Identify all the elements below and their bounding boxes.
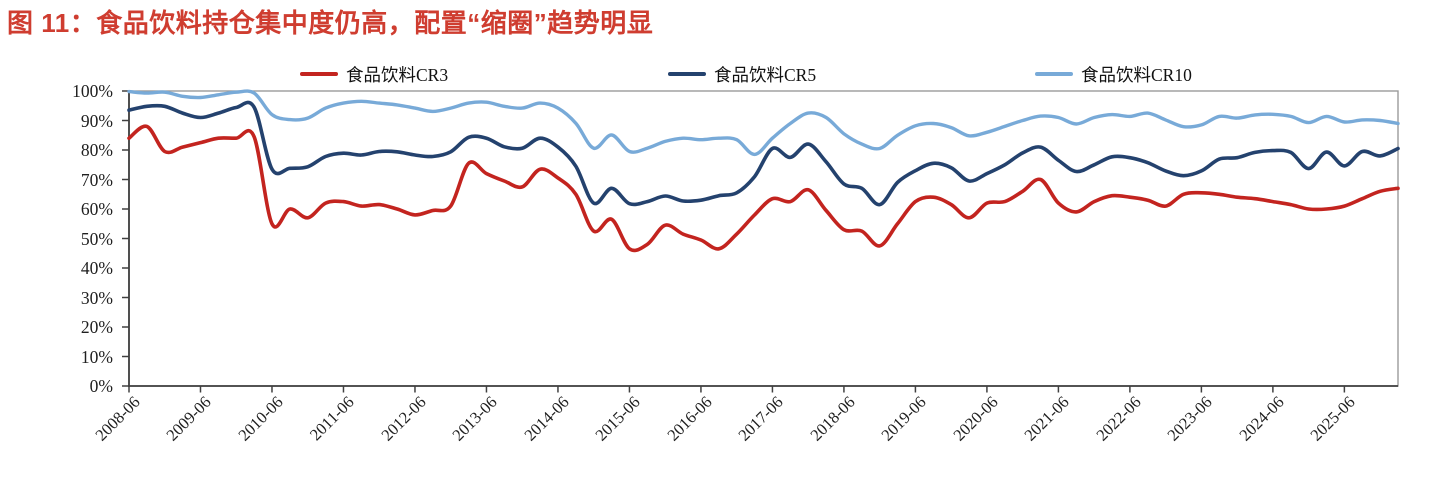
- legend: 食品饮料CR3 食品饮料CR5 食品饮料CR10: [0, 62, 1440, 86]
- y-axis-label: 100%: [72, 81, 113, 101]
- y-axis-label: 70%: [80, 169, 113, 190]
- legend-label-cr5: 食品饮料CR5: [714, 64, 817, 85]
- legend-marker-cr10: [1035, 71, 1073, 77]
- legend-item-cr3: 食品饮料CR3: [300, 62, 448, 86]
- y-axis-label: 60%: [80, 199, 113, 219]
- legend-label-cr10: 食品饮料CR10: [1081, 64, 1192, 85]
- y-axis-label: 30%: [80, 287, 113, 308]
- legend-marker-cr5: [668, 71, 706, 77]
- y-axis-label: 80%: [80, 140, 113, 160]
- legend-label-cr3: 食品饮料CR3: [346, 64, 449, 85]
- series-line-cr3: [127, 124, 1400, 253]
- y-axis-label: 50%: [80, 228, 113, 249]
- y-axis-label: 10%: [80, 346, 113, 367]
- series-line-cr10: [127, 89, 1400, 157]
- legend-item-cr5: 食品饮料CR5: [668, 62, 816, 86]
- y-axis-label: 40%: [80, 258, 113, 278]
- y-axis-label: 0%: [89, 376, 113, 396]
- legend-marker-cr3: [300, 71, 338, 77]
- y-axis-label: 90%: [80, 110, 113, 131]
- y-axis-label: 20%: [80, 317, 113, 337]
- chart-title: 图 11：食品饮料持仓集中度仍高，配置“缩圈”趋势明显: [7, 8, 654, 38]
- plot-border: [128, 90, 1399, 387]
- legend-item-cr10: 食品饮料CR10: [1035, 62, 1192, 86]
- series-line-cr5: [127, 100, 1400, 207]
